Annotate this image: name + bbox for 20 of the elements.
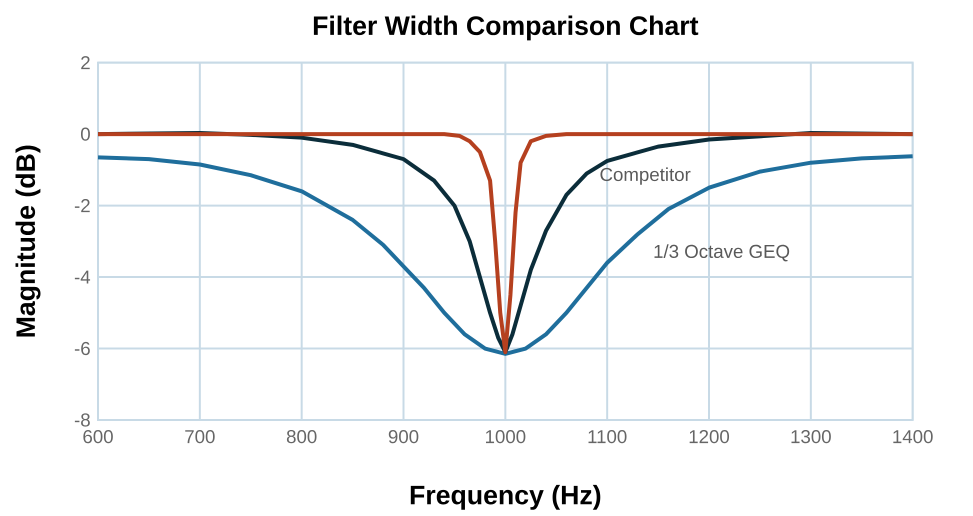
chart-title: Filter Width Comparison Chart xyxy=(314,16,698,40)
x-axis-title: Frequency (Hz) xyxy=(410,484,600,510)
x-tick-label: 900 xyxy=(388,430,418,444)
x-tick-label: 1300 xyxy=(792,430,831,444)
y-tick-label: 2 xyxy=(81,56,90,70)
y-tick-label: -4 xyxy=(74,270,90,284)
y-tick-label: -2 xyxy=(74,199,90,212)
y-tick-label: 0 xyxy=(80,127,90,141)
x-tick-label: 1400 xyxy=(893,430,933,444)
x-tick-label: 1200 xyxy=(690,430,730,444)
series-label: Competitor xyxy=(600,167,690,185)
x-tick-label: 1000 xyxy=(486,430,526,444)
series-label: 1/3 Octave GEQ xyxy=(654,244,790,262)
x-tick-label: 800 xyxy=(286,430,317,444)
x-tick-label: 600 xyxy=(83,430,113,444)
x-tick-label: 700 xyxy=(185,430,215,444)
y-tick-label: -6 xyxy=(74,342,90,356)
x-tick-label: 1100 xyxy=(588,430,627,444)
y-tick-label: -8 xyxy=(74,413,90,427)
y-axis-title: Magnitude (dB) xyxy=(16,146,40,337)
